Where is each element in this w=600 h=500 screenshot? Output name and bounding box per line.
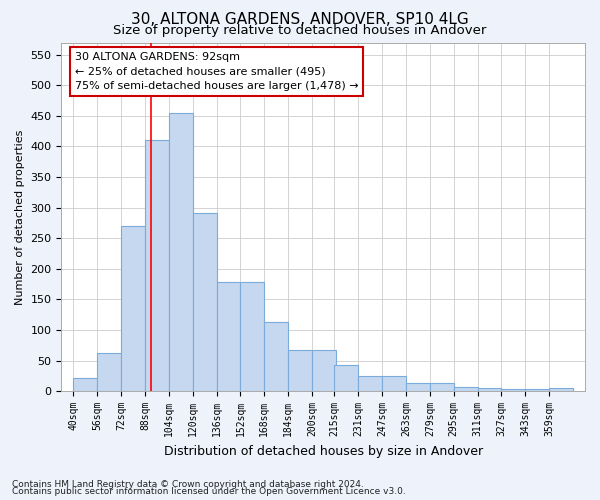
Text: 30 ALTONA GARDENS: 92sqm
← 25% of detached houses are smaller (495)
75% of semi-: 30 ALTONA GARDENS: 92sqm ← 25% of detach… [75,52,358,92]
Text: Contains HM Land Registry data © Crown copyright and database right 2024.: Contains HM Land Registry data © Crown c… [12,480,364,489]
Bar [241,282,264,391]
Bar [73,378,97,391]
Bar [334,365,358,391]
Bar [288,350,312,391]
Bar [406,383,430,391]
Y-axis label: Number of detached properties: Number of detached properties [15,129,25,304]
Bar [264,322,288,391]
X-axis label: Distribution of detached houses by size in Andover: Distribution of detached houses by size … [164,444,483,458]
Bar [430,383,454,391]
Text: Contains public sector information licensed under the Open Government Licence v3: Contains public sector information licen… [12,488,406,496]
Bar [145,140,169,391]
Bar [312,350,336,391]
Bar [217,282,241,391]
Bar [526,390,549,391]
Bar [121,226,145,391]
Bar [382,376,406,391]
Text: Size of property relative to detached houses in Andover: Size of property relative to detached ho… [113,24,487,37]
Bar [454,387,478,391]
Bar [193,212,217,391]
Bar [478,388,502,391]
Bar [549,388,573,391]
Bar [97,354,121,391]
Text: 30, ALTONA GARDENS, ANDOVER, SP10 4LG: 30, ALTONA GARDENS, ANDOVER, SP10 4LG [131,12,469,26]
Bar [358,376,382,391]
Bar [502,390,526,391]
Bar [169,113,193,391]
